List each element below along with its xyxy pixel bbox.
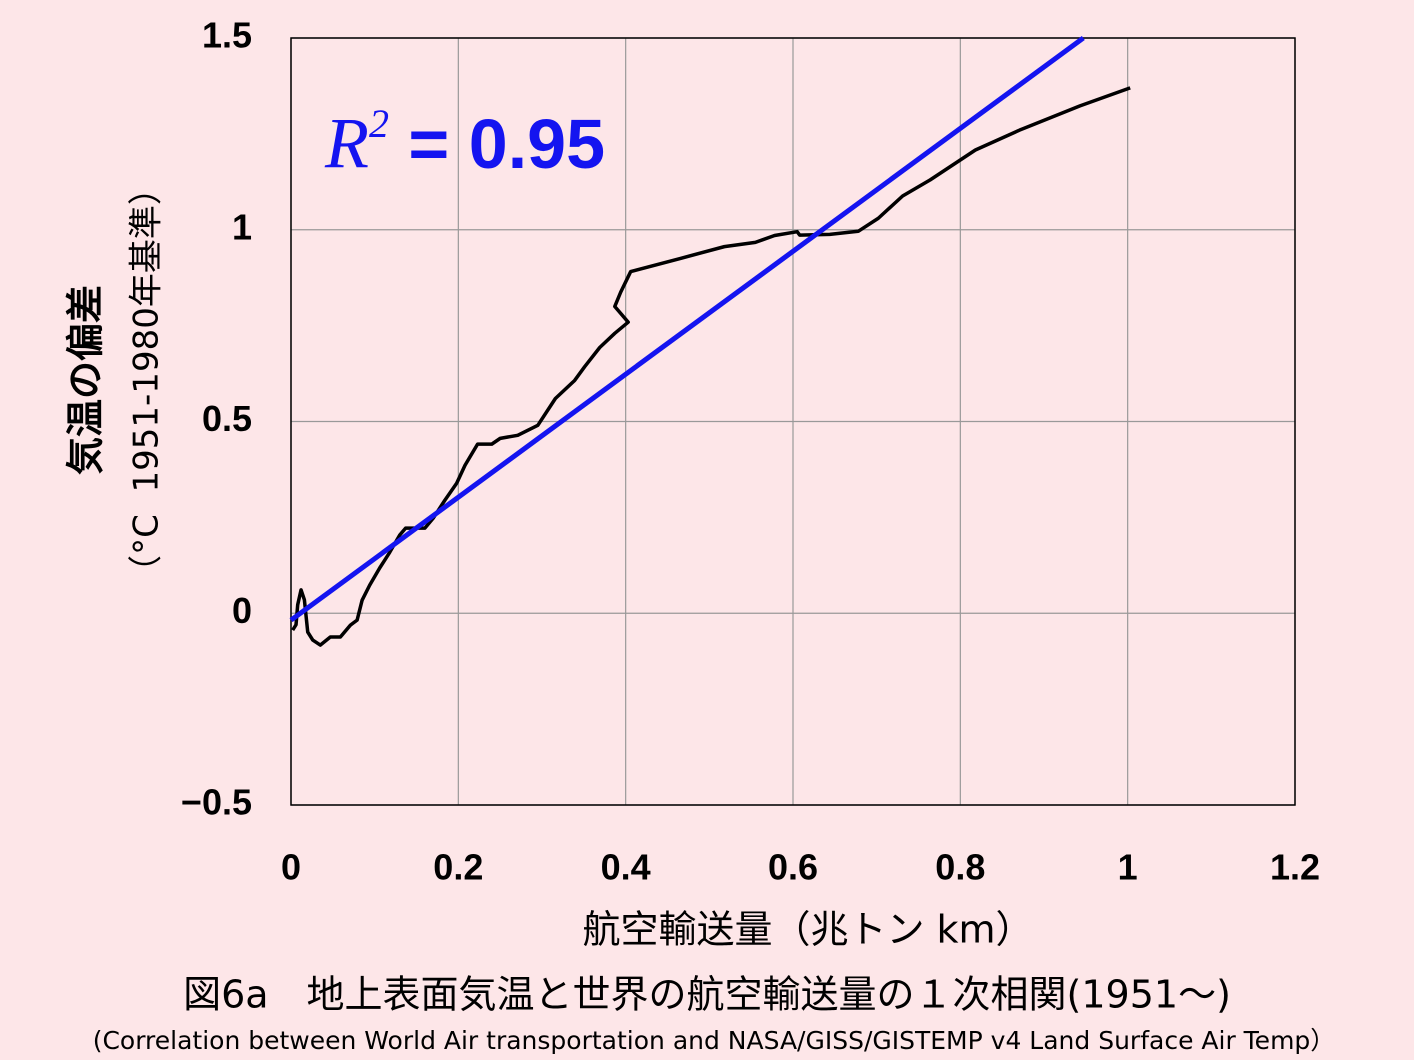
annotation-base: R xyxy=(324,103,369,183)
caption: 図6a 地上表面気温と世界の航空輸送量の１次相関(1951〜) xyxy=(183,973,1231,1017)
x-tick-label: 0 xyxy=(281,847,301,888)
x-tick-label: 0.8 xyxy=(935,847,985,888)
subcaption: (Correlation between World Air transport… xyxy=(93,1026,1336,1055)
x-tick-label: 0.2 xyxy=(433,847,483,888)
annotation: R2 = 0.95 xyxy=(324,101,605,183)
plot-frame xyxy=(290,37,1296,806)
y-tick-label: 1 xyxy=(232,206,252,247)
y-tick-label: 0 xyxy=(232,590,252,631)
x-axis-label: 航空輸送量（兆トン km） xyxy=(582,908,1033,952)
x-tick-label: 1.2 xyxy=(1270,847,1320,888)
x-tick-label: 1 xyxy=(1118,847,1138,888)
y-tick-label: 0.5 xyxy=(202,398,252,439)
y-axis-label: 気温の偏差 xyxy=(64,285,108,475)
x-tick-label: 0.6 xyxy=(768,847,818,888)
data-line xyxy=(289,35,1085,623)
y-tick-label: −0.5 xyxy=(181,782,252,823)
y-tick-label: 1.5 xyxy=(202,15,252,56)
annotation-superscript: 2 xyxy=(369,101,389,146)
annotation-value: = 0.95 xyxy=(389,105,605,183)
y-axis-label: （°C 1951-1980年基準） xyxy=(127,171,167,589)
x-tick-label: 0.4 xyxy=(601,847,651,888)
marks xyxy=(289,35,1131,647)
